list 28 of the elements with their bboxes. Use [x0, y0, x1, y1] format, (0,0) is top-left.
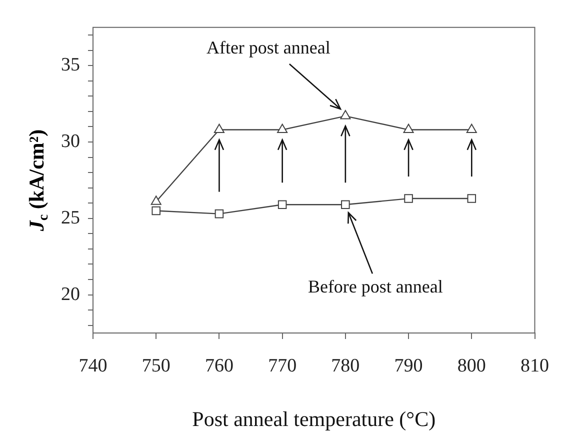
y-tick-label: 35 — [61, 54, 80, 76]
point — [340, 110, 351, 120]
x-tick-label: 750 — [142, 355, 170, 376]
point — [214, 209, 224, 218]
x-tick-label: 770 — [268, 355, 297, 376]
point — [341, 200, 350, 210]
y-axis-title: Jc (kA/cm²) — [24, 129, 52, 232]
x-tick-label: 780 — [331, 355, 360, 376]
point — [152, 206, 160, 216]
point — [214, 124, 224, 134]
point — [467, 194, 476, 203]
y-tick-label: 30 — [61, 130, 80, 152]
point — [466, 124, 477, 134]
x-tick-label: 790 — [394, 355, 423, 376]
x-tick-label: 800 — [457, 355, 486, 376]
y-tick-label: 25 — [61, 207, 80, 228]
x-tick-label: 810 — [520, 355, 549, 376]
point — [277, 124, 288, 134]
point — [404, 194, 413, 203]
y-tick-label: 20 — [61, 284, 80, 305]
annotation: Before post anneal — [308, 276, 443, 298]
x-axis-title: Post anneal temperature (°C) — [192, 406, 436, 431]
point — [278, 200, 287, 210]
x-tick-label: 760 — [204, 355, 234, 376]
annotation: After post anneal — [206, 38, 330, 59]
x-tick-label: 740 — [78, 355, 108, 376]
point — [403, 124, 414, 134]
point — [150, 196, 162, 205]
